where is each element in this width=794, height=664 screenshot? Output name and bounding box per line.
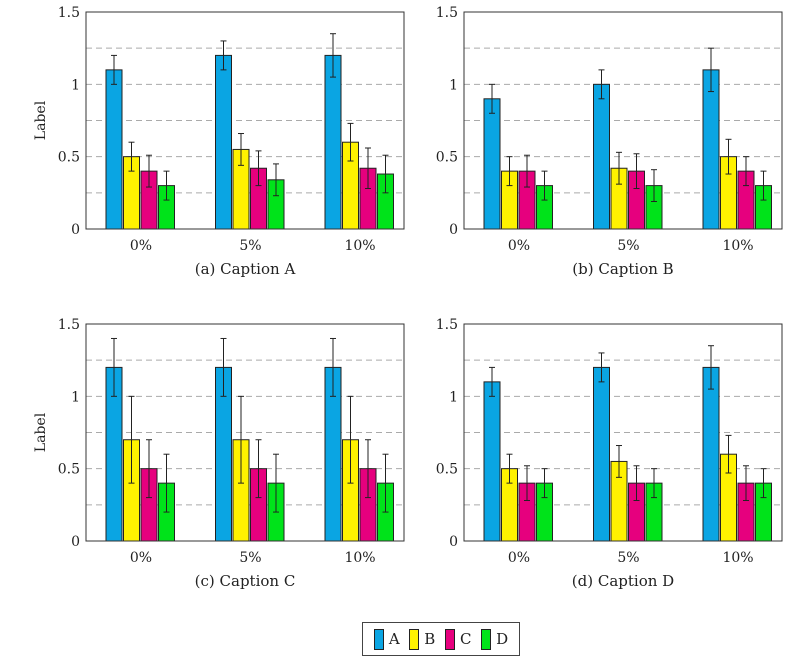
plot-frame [85,323,405,542]
y-tick-label: 1.5 [436,5,458,21]
y-tick-label: 0 [449,534,458,550]
y-tick-label: 1.5 [58,317,80,333]
bar-a [702,366,720,542]
legend: A B C D [362,622,520,656]
x-tick-label: 5% [239,550,261,566]
x-tick-label: 5% [617,550,639,566]
plot-frame [463,323,783,542]
y-axis-label: Label [33,412,49,452]
x-tick-label: 0% [508,550,530,566]
y-tick-label: 0 [449,222,458,238]
subplot-b: 0% 5% 10% 0 0.5 1 1.5 (b) Caption B [436,5,783,278]
legend-swatch-c [444,628,455,650]
subplot-caption: (c) Caption C [195,572,296,590]
y-tick-label: 0.5 [436,150,458,166]
y-tick-label: 1 [449,389,458,405]
y-tick-label: 0.5 [58,462,80,478]
x-tick-label: 10% [722,550,753,566]
subplot-d: 0% 5% 10% 0 0.5 1 1.5 (d) Caption D [436,317,783,590]
x-tick-label: 0% [508,238,530,254]
y-tick-label: 0.5 [58,150,80,166]
y-tick-label: 0.5 [436,462,458,478]
x-tick-label: 10% [722,238,753,254]
legend-swatch-d [481,628,492,650]
x-tick-label: 0% [130,238,152,254]
bar-a [105,69,123,230]
y-tick-label: 1.5 [436,317,458,333]
subplot-caption: (d) Caption D [572,572,674,590]
legend-swatch-a [373,628,384,650]
bar-a [593,366,610,542]
bar-a [593,83,610,230]
bar-a [324,54,342,230]
y-tick-label: 1 [449,77,458,93]
legend-item-d: D [481,628,508,650]
subplot-a: 0% 5% 10% 0 0.5 1 1.5 Label (a) Caption A [33,5,405,278]
plot-frame [463,11,783,230]
subplot-caption: (a) Caption A [195,260,296,278]
subplot-c: 0% 5% 10% 0 0.5 1 1.5 Label (c) Caption C [33,317,405,590]
legend-item-c: C [444,628,471,650]
bar-a [215,54,232,230]
bar-a [702,69,720,230]
x-tick-label: 5% [617,238,639,254]
legend-item-a: A [373,628,400,650]
y-tick-label: 1.5 [58,5,80,21]
bar-a [483,98,501,230]
subplot-caption: (b) Caption B [572,260,673,278]
x-tick-label: 10% [344,238,375,254]
y-axis-label: Label [33,100,49,140]
x-tick-label: 5% [239,238,261,254]
x-tick-label: 10% [344,550,375,566]
plot-frame [85,11,405,230]
y-tick-label: 1 [71,389,80,405]
legend-swatch-b [409,628,420,650]
y-tick-label: 0 [71,222,80,238]
bar-a [483,381,501,542]
y-tick-label: 0 [71,534,80,550]
legend-item-b: B [409,628,435,650]
y-tick-label: 1 [71,77,80,93]
x-tick-label: 0% [130,550,152,566]
